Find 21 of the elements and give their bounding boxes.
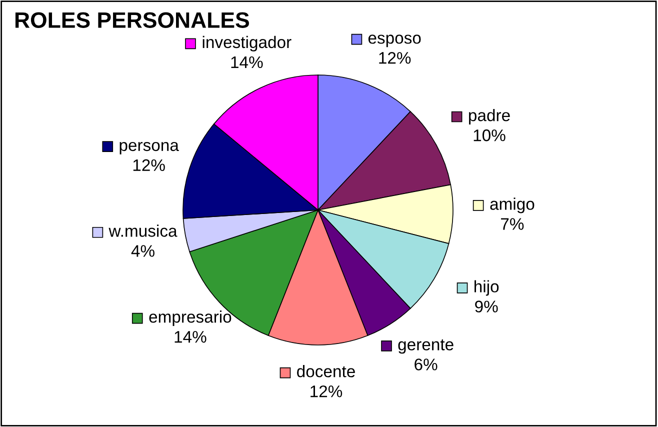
legend-label: esposo (368, 34, 421, 48)
data-label: 10% (474, 129, 506, 142)
data-label: 6% (414, 358, 438, 370)
data-label: 12% (379, 52, 411, 64)
legend-label: persona (120, 142, 179, 154)
data-label: 12% (310, 385, 342, 398)
chart-title: ROLES PERSONALES (15, 12, 249, 28)
legend-label: empresario (149, 310, 232, 326)
data-label: 12% (133, 159, 165, 172)
data-label: 14% (231, 56, 263, 68)
legend-label: padre (469, 108, 510, 125)
data-label: 9% (475, 300, 498, 312)
legend-label: gerente (398, 339, 454, 354)
data-label: 4% (131, 245, 154, 257)
legend-label: amigo (490, 198, 534, 214)
data-label: 14% (174, 331, 206, 343)
legend-label: docente (297, 365, 355, 378)
legend-label: hijo (474, 280, 499, 296)
data-label: 7% (501, 218, 524, 230)
legend-label: w.musica (108, 224, 178, 237)
legend-label: investigador (202, 36, 292, 52)
